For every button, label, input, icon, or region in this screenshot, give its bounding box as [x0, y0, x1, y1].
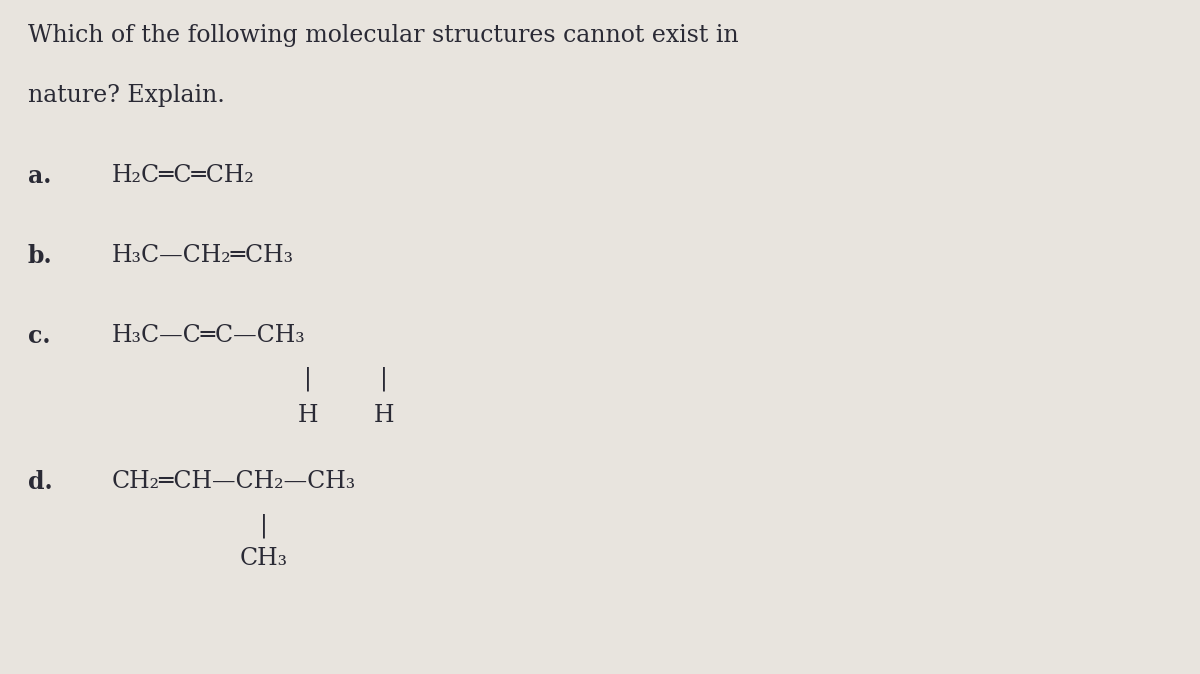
Text: b.: b.	[28, 244, 53, 268]
Text: CH₃: CH₃	[240, 547, 288, 570]
Text: a.: a.	[28, 164, 52, 188]
Text: H₃C—C═C—CH₃: H₃C—C═C—CH₃	[112, 324, 305, 346]
Text: Which of the following molecular structures cannot exist in: Which of the following molecular structu…	[28, 24, 739, 47]
Text: H₃C—CH₂═CH₃: H₃C—CH₂═CH₃	[112, 244, 294, 267]
Text: |: |	[380, 367, 389, 392]
Text: d.: d.	[28, 470, 53, 494]
Text: H: H	[374, 404, 395, 427]
Text: |: |	[304, 367, 312, 392]
Text: |: |	[260, 514, 268, 538]
Text: c.: c.	[28, 324, 50, 348]
Text: nature? Explain.: nature? Explain.	[28, 84, 224, 107]
Text: H₂C═C═CH₂: H₂C═C═CH₂	[112, 164, 254, 187]
Text: H: H	[298, 404, 318, 427]
Text: CH₂═CH—CH₂—CH₃: CH₂═CH—CH₂—CH₃	[112, 470, 355, 493]
